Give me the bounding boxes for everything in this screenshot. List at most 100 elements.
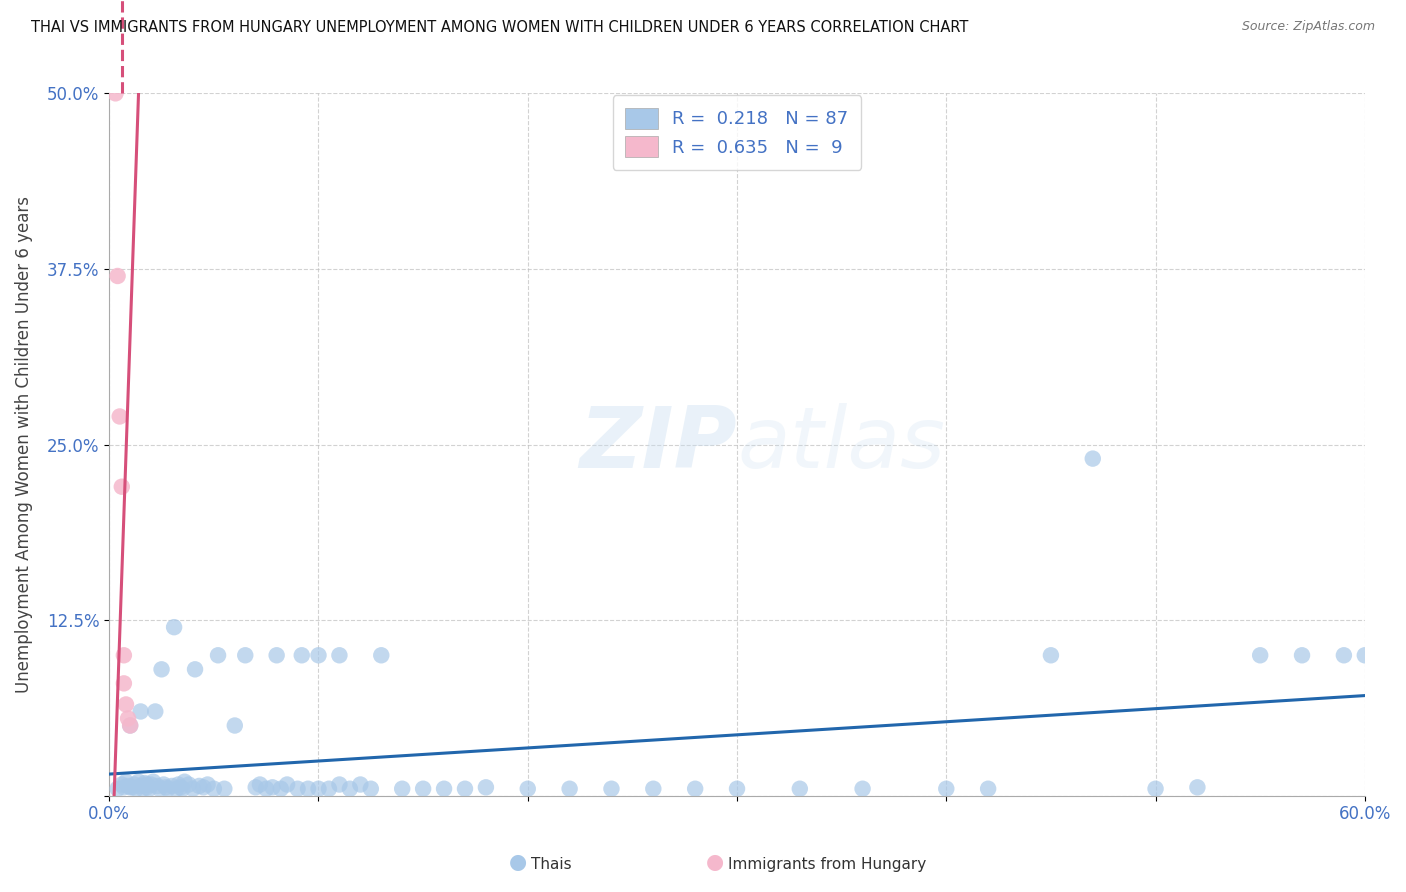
Text: ●: ● (509, 853, 527, 872)
Point (270, 781, 292, 796)
Point (370, 648, 392, 663)
Point (163, 620, 186, 634)
Text: Immigrants from Hungary: Immigrants from Hungary (728, 857, 927, 872)
Legend: R =  0.218   N = 87, R =  0.635   N =  9: R = 0.218 N = 87, R = 0.635 N = 9 (613, 95, 862, 169)
Point (1187, 780, 1209, 795)
Point (291, 648, 314, 663)
Point (152, 778, 174, 792)
Point (150, 662, 173, 676)
Text: THAI VS IMMIGRANTS FROM HUNGARY UNEMPLOYMENT AMONG WOMEN WITH CHILDREN UNDER 6 Y: THAI VS IMMIGRANTS FROM HUNGARY UNEMPLOY… (31, 20, 969, 35)
Point (165, 781, 187, 796)
Point (276, 778, 298, 792)
Point (558, 781, 581, 796)
Point (107, 781, 129, 796)
Point (132, 781, 155, 796)
Point (104, 87, 127, 101)
Point (1354, 648, 1376, 663)
Text: ZIP: ZIP (579, 403, 737, 486)
Point (112, 676, 135, 690)
Point (112, 648, 135, 663)
Point (135, 778, 157, 792)
Point (112, 780, 135, 795)
Point (184, 662, 207, 676)
Point (1333, 648, 1355, 663)
Point (177, 778, 200, 792)
Point (146, 779, 169, 793)
Text: ●: ● (706, 853, 724, 872)
Text: Source: ZipAtlas.com: Source: ZipAtlas.com (1241, 20, 1375, 33)
Point (328, 648, 350, 663)
Point (725, 781, 748, 796)
Point (121, 780, 143, 795)
Point (134, 776, 156, 790)
Point (138, 781, 160, 796)
Point (249, 778, 271, 792)
Point (1144, 781, 1167, 796)
Point (125, 781, 148, 796)
Text: Thais: Thais (531, 857, 572, 872)
Point (148, 781, 170, 796)
Point (120, 718, 142, 732)
Point (167, 778, 190, 792)
Point (129, 705, 152, 719)
Point (169, 780, 191, 795)
Point (233, 648, 256, 663)
Point (266, 648, 288, 663)
Point (297, 781, 319, 796)
Point (516, 781, 538, 796)
Point (600, 781, 623, 796)
Point (318, 781, 340, 796)
Point (172, 781, 194, 796)
Point (173, 774, 195, 789)
Point (128, 774, 150, 789)
Point (328, 778, 350, 792)
Point (143, 705, 166, 719)
Point (683, 781, 706, 796)
Point (139, 778, 162, 792)
Point (108, 409, 131, 424)
Point (475, 780, 498, 795)
Point (245, 780, 267, 795)
Point (308, 648, 330, 663)
Point (391, 781, 413, 796)
Y-axis label: Unemployment Among Women with Children Under 6 years: Unemployment Among Women with Children U… (15, 196, 32, 693)
Point (308, 781, 330, 796)
Point (117, 779, 139, 793)
Point (1039, 648, 1062, 663)
Point (111, 778, 134, 792)
Point (254, 781, 277, 796)
Point (262, 780, 284, 795)
Point (1249, 648, 1271, 663)
Point (202, 781, 225, 796)
Point (142, 774, 165, 789)
Point (454, 781, 477, 796)
Point (287, 781, 309, 796)
Point (115, 698, 138, 712)
Point (977, 781, 1000, 796)
Point (129, 779, 152, 793)
Point (349, 778, 371, 792)
Point (935, 781, 957, 796)
Point (789, 781, 811, 796)
Text: atlas: atlas (737, 403, 945, 486)
Point (852, 781, 875, 796)
Point (193, 780, 215, 795)
Point (124, 778, 146, 792)
Point (117, 711, 139, 725)
Point (1291, 648, 1313, 663)
Point (224, 718, 246, 732)
Point (120, 780, 142, 795)
Point (197, 778, 219, 792)
Point (155, 780, 177, 795)
Point (1081, 451, 1104, 466)
Point (111, 480, 134, 494)
Point (115, 774, 138, 789)
Point (643, 781, 665, 796)
Point (412, 781, 434, 796)
Point (135, 780, 157, 795)
Point (107, 268, 129, 283)
Point (181, 781, 204, 796)
Point (360, 781, 382, 796)
Point (188, 779, 211, 793)
Point (207, 648, 229, 663)
